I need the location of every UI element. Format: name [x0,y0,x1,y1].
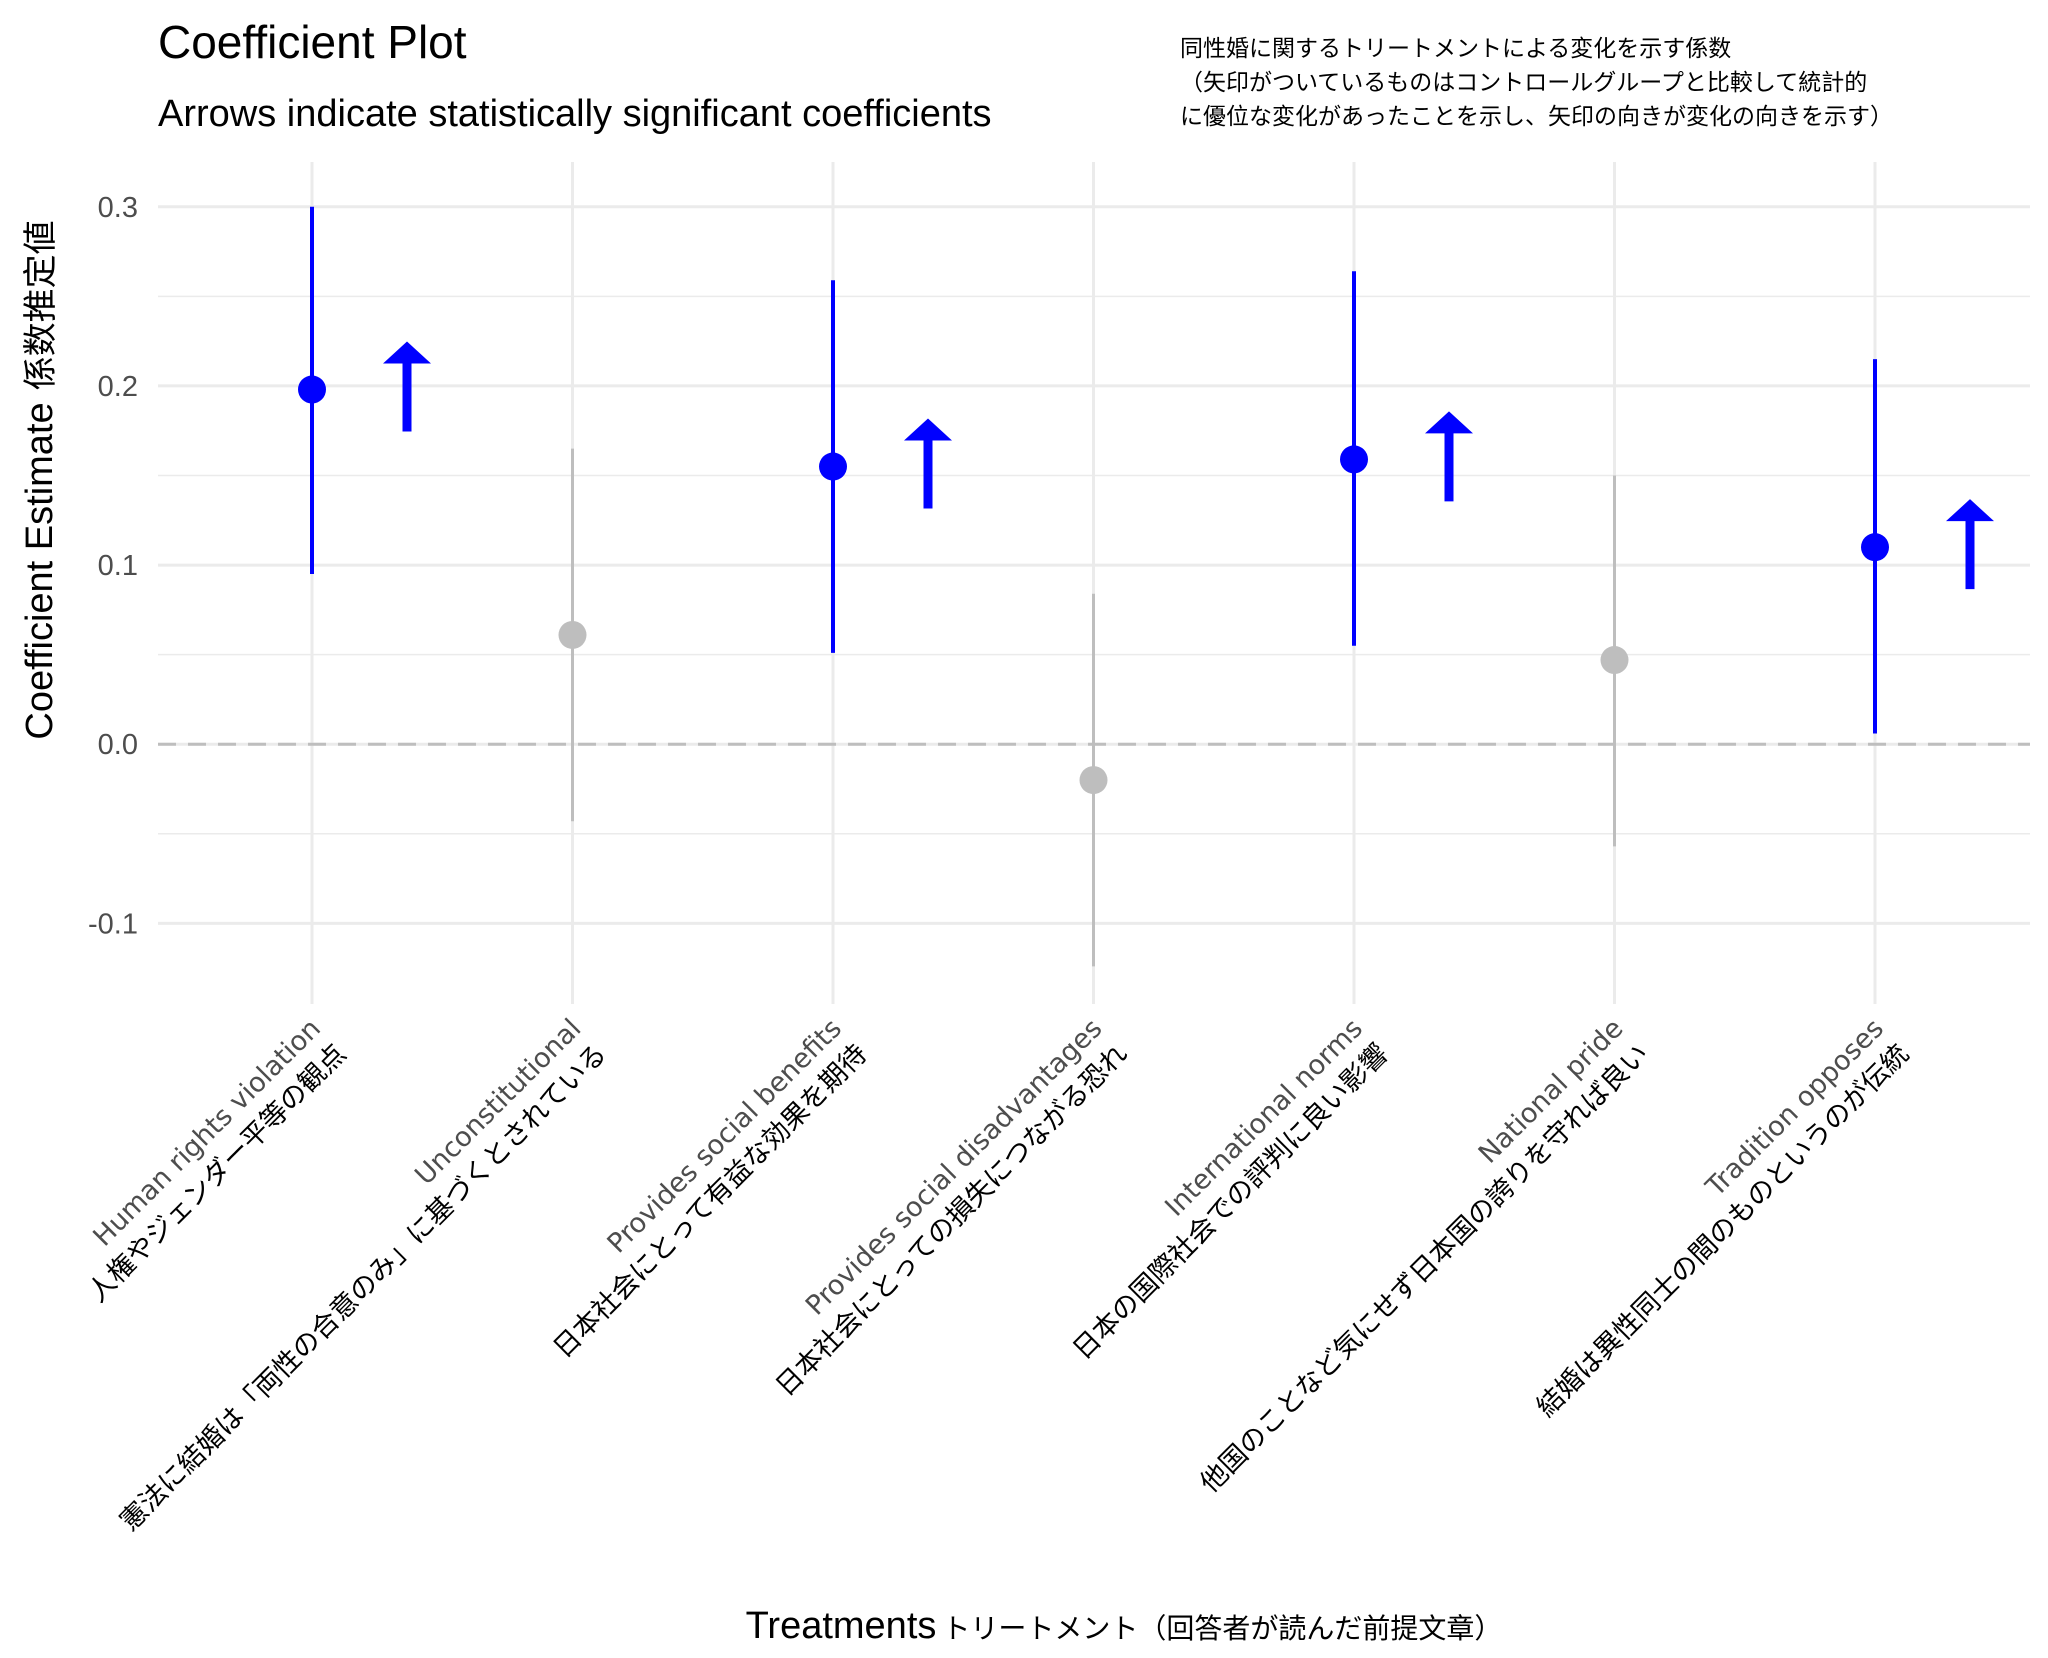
x-axis-title: Treatments トリートメント（回答者が読んだ前提文章） [746,1605,1503,1647]
x-tick-label-ja: 人権やジェンダー平等の観点 [82,1038,352,1308]
significance-arrows [383,341,1994,590]
point-estimate [819,452,847,481]
x-axis-title-en: Treatments [746,1605,937,1647]
point-estimate [1340,445,1368,474]
y-axis-title-en: Coefficient Estimate [19,402,61,739]
y-tick-labels: 0.3 0.2 0.1 0.0 -0.1 [88,192,138,941]
point-estimate [558,620,587,649]
svg-text:Coefficient Estimate係数推定値: Coefficient Estimate 係数推定値 [19,220,61,739]
significance-arrow-head [1946,499,1994,522]
x-tick-label: Provides social benefits [602,1013,848,1259]
x-tick-label-ja: 日本の国際社会での評判に良い影響 [1067,1038,1394,1365]
x-tick-label: International norms [1159,1013,1369,1223]
point-estimate [1861,533,1889,562]
y-tick-label: 0.1 [98,550,138,582]
x-tick-label: Human rights violation [87,1013,327,1253]
point-estimate [1600,646,1629,675]
significance-arrow-head [904,418,952,441]
chart-note-line-2: （矢印がついているものはコントロールグループと比較して統計的 [1180,70,1867,96]
significance-arrow-head [383,341,431,364]
point-estimate [1079,766,1108,795]
x-axis-title-ja: トリートメント（回答者が読んだ前提文章） [942,1612,1502,1645]
chart-note-line-1: 同性婚に関するトリートメントによる変化を示す係数 [1180,36,1731,62]
chart-note: 同性婚に関するトリートメントによる変化を示す係数 （矢印がついているものはコント… [1180,36,1893,130]
chart-note-line-3: に優位な変化があったことを示し、矢印の向きが変化の向きを示す） [1180,104,1893,130]
y-axis-title: Coefficient Estimate 係数推定値 [19,220,61,739]
chart-title: Coefficient Plot [158,16,467,68]
chart-subtitle: Arrows indicate statistically significan… [158,93,992,135]
y-axis-title-ja: 係数推定値 [21,220,61,390]
y-tick-label: 0.0 [98,729,138,761]
significance-arrow-head [1425,411,1473,434]
x-tick-label-ja: 憲法に結婚は「両性の合意のみ」に基づくとされている [114,1038,613,1537]
point-estimate [298,375,326,404]
y-tick-label: -0.1 [88,908,138,940]
y-tick-label: 0.2 [98,371,138,403]
y-tick-label: 0.3 [98,192,138,224]
coefficient-marks [298,206,1889,967]
x-tick-label-group: Unconstitutional憲法に結婚は「両性の合意のみ」に基づくとされてい… [114,1013,613,1537]
